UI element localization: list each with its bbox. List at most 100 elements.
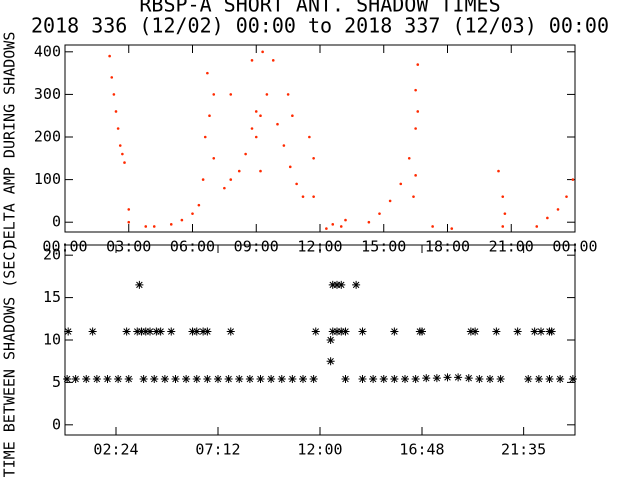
data-point (422, 374, 431, 383)
data-point (450, 227, 454, 230)
data-point (254, 110, 258, 113)
data-point (182, 375, 191, 384)
data-point (546, 216, 549, 220)
data-point (160, 375, 169, 384)
data-point (244, 152, 247, 156)
y-tick-label: 200 (34, 128, 61, 146)
data-point (121, 152, 124, 156)
data-point (135, 280, 144, 289)
data-point (503, 212, 507, 215)
data-point (237, 169, 241, 173)
data-point (192, 375, 201, 384)
data-point (108, 54, 111, 58)
data-point (295, 182, 298, 186)
x-tick-label: 02:24 (93, 441, 138, 459)
data-point (513, 327, 522, 336)
data-point (431, 225, 434, 228)
data-point (378, 212, 381, 215)
data-point (571, 178, 575, 181)
data-point (534, 375, 543, 384)
data-point (341, 327, 350, 336)
data-point (139, 375, 148, 384)
data-point (545, 375, 554, 384)
data-point (171, 375, 180, 384)
data-point (141, 327, 150, 336)
y-tick-label: 10 (43, 331, 61, 349)
data-point (344, 218, 347, 222)
y-tick-label: 0 (52, 213, 61, 231)
data-point (390, 375, 399, 384)
data-point (288, 375, 297, 384)
data-point (282, 144, 286, 147)
y-axis-label: TIME BETWEEN SHADOWS (SEC) (1, 243, 19, 478)
data-point (331, 223, 335, 226)
data-point (124, 375, 133, 384)
data-point (169, 223, 173, 226)
data-point (486, 375, 494, 384)
data-point (63, 375, 72, 384)
data-point (399, 182, 403, 186)
data-point (229, 178, 233, 181)
data-point (535, 225, 539, 228)
data-point (466, 327, 475, 336)
y-tick-label: 300 (34, 85, 61, 103)
data-point (152, 225, 156, 228)
data-point (127, 220, 131, 224)
data-point (223, 186, 226, 190)
data-point (112, 93, 116, 96)
x-tick-label: 21:00 (489, 238, 534, 256)
y-tick-label: 15 (43, 288, 61, 306)
data-point (311, 327, 320, 336)
data-point (208, 114, 211, 118)
data-point (312, 157, 315, 160)
data-point (358, 327, 367, 336)
data-point (212, 157, 216, 160)
data-point (556, 208, 560, 211)
data-point (537, 327, 545, 336)
data-point (224, 375, 233, 384)
data-point (328, 327, 337, 336)
data-point (367, 220, 371, 224)
data-point (265, 93, 269, 96)
data-point (414, 174, 417, 177)
data-point (250, 59, 254, 62)
data-point (308, 135, 311, 139)
data-point (333, 327, 341, 336)
data-point (501, 195, 505, 198)
data-point (309, 375, 318, 384)
data-point (277, 375, 286, 384)
data-point (254, 135, 258, 139)
data-point (188, 327, 197, 336)
data-point (352, 280, 361, 289)
data-point (127, 208, 131, 211)
chart-subtitle: 2018 336 (12/02) 00:00 to 2018 337 (12/0… (31, 14, 609, 38)
x-tick-label: 07:12 (195, 441, 240, 459)
data-point (454, 373, 463, 382)
data-point (412, 195, 415, 198)
x-tick-label: 18:00 (425, 238, 470, 256)
data-point (116, 127, 120, 130)
data-point (337, 327, 346, 336)
data-point (326, 357, 335, 366)
data-point (497, 169, 500, 173)
data-point (471, 327, 480, 336)
data-point (259, 169, 262, 173)
data-point (88, 327, 97, 336)
y-tick-label: 100 (34, 170, 61, 188)
data-point (203, 135, 207, 139)
data-point (547, 327, 556, 336)
data-point (288, 165, 292, 169)
y-tick-label: 5 (52, 373, 61, 391)
y-tick-label: 400 (34, 42, 61, 60)
data-point (286, 93, 290, 96)
data-point (565, 195, 568, 198)
data-point (201, 178, 205, 181)
data-point (432, 374, 441, 383)
data-point (407, 157, 411, 160)
y-tick-label: 0 (52, 415, 61, 433)
data-point (137, 327, 146, 336)
data-point (103, 375, 112, 384)
data-point (464, 374, 473, 383)
